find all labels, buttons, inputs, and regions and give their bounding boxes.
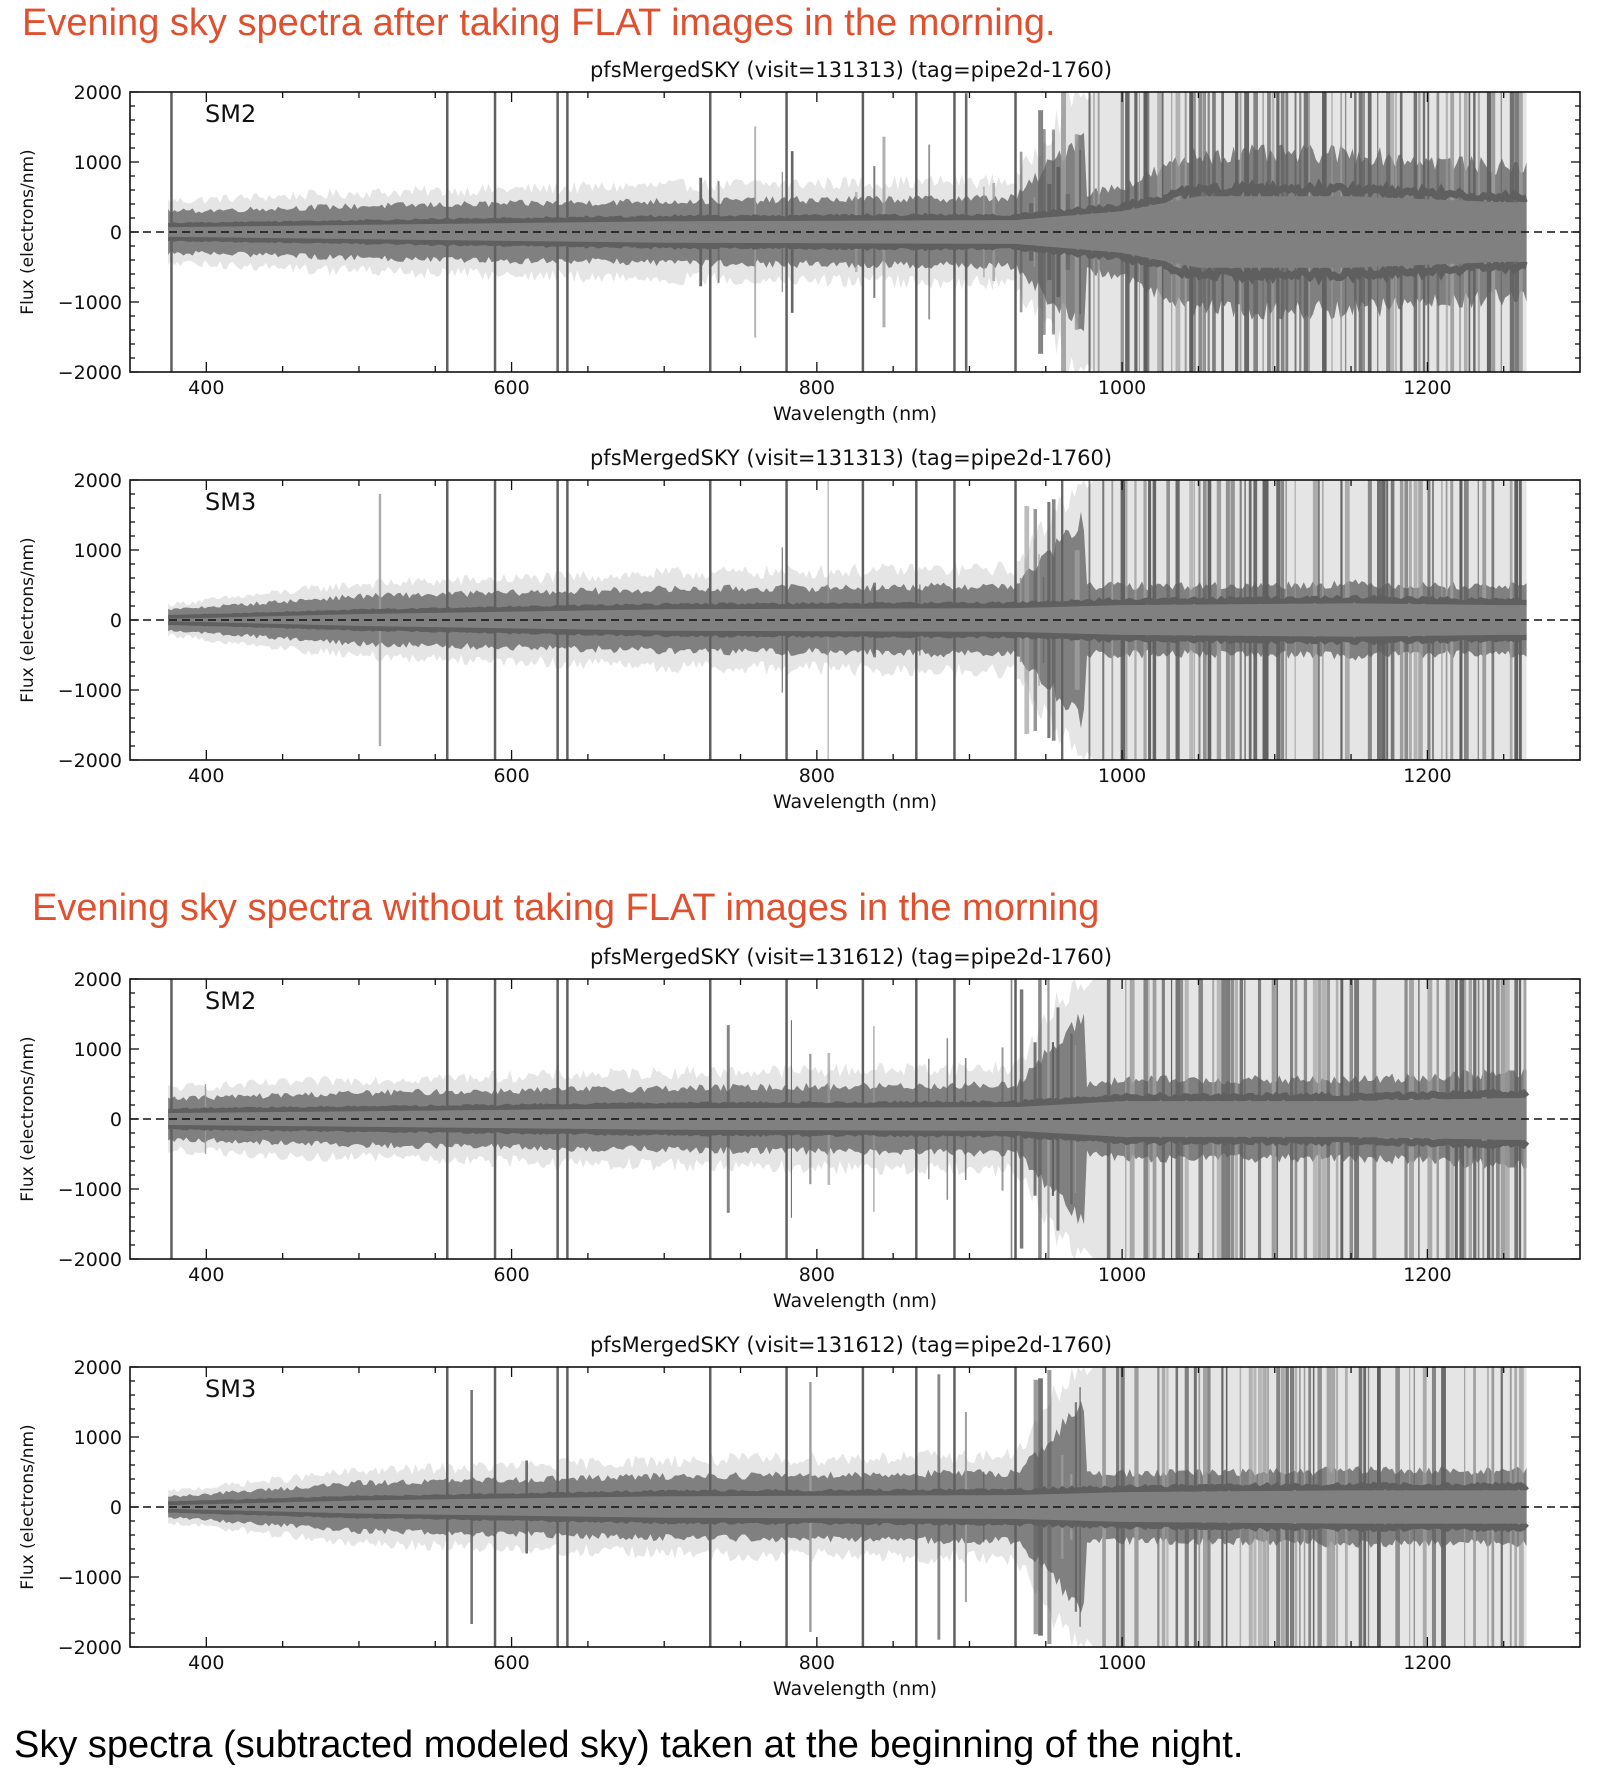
x-tick-label: 1000 xyxy=(1098,377,1146,399)
x-tick-label: 600 xyxy=(493,377,529,399)
spectrum-plot: −2000 −1000 0 1000 2000 400 600 800 1000 1200 Wave… xyxy=(18,82,1581,425)
y-tick-label: −1000 xyxy=(58,1567,122,1589)
y-tick-label: −2000 xyxy=(58,362,122,384)
y-tick-label: −2000 xyxy=(58,1637,122,1659)
y-axis-label: Flux (electrons/nm) xyxy=(18,1424,38,1589)
x-tick-label: 800 xyxy=(799,377,835,399)
y-tick-label: −1000 xyxy=(58,680,122,702)
x-tick-label: 600 xyxy=(493,765,529,787)
y-tick-label: 0 xyxy=(110,610,122,632)
bottom-caption: Sky spectra (subtracted modeled sky) tak… xyxy=(14,1724,1244,1766)
y-axis-label: Flux (electrons/nm) xyxy=(18,1036,38,1201)
heading-after-flat: Evening sky spectra after taking FLAT im… xyxy=(22,2,1056,44)
x-tick-label: 1200 xyxy=(1403,765,1451,787)
y-tick-label: 0 xyxy=(110,1497,122,1519)
x-tick-label: 800 xyxy=(799,765,835,787)
chart-panel-2: pfsMergedSKY (visit=131313) (tag=pipe2d-… xyxy=(0,446,1602,813)
spectrograph-label: SM2 xyxy=(205,987,256,1015)
chart-panel-3: pfsMergedSKY (visit=131612) (tag=pipe2d-… xyxy=(0,945,1602,1312)
spectrograph-label: SM3 xyxy=(205,1375,256,1403)
y-axis-label: Flux (electrons/nm) xyxy=(18,149,38,314)
y-tick-label: −2000 xyxy=(58,1249,122,1271)
x-tick-label: 600 xyxy=(493,1652,529,1674)
y-tick-label: 0 xyxy=(110,222,122,244)
y-tick-label: 1000 xyxy=(74,1039,122,1061)
x-tick-label: 1000 xyxy=(1098,1264,1146,1286)
chart-title: pfsMergedSKY (visit=131612) (tag=pipe2d-… xyxy=(589,1333,1113,1357)
spectrograph-label: SM3 xyxy=(205,488,256,516)
chart-title: pfsMergedSKY (visit=131313) (tag=pipe2d-… xyxy=(589,58,1113,82)
y-axis-label: Flux (electrons/nm) xyxy=(18,537,38,702)
y-tick-label: −1000 xyxy=(58,1179,122,1201)
x-tick-label: 400 xyxy=(188,765,224,787)
chart-panel-1: pfsMergedSKY (visit=131313) (tag=pipe2d-… xyxy=(0,58,1602,425)
y-tick-label: 1000 xyxy=(74,540,122,562)
chart-title: pfsMergedSKY (visit=131313) (tag=pipe2d-… xyxy=(589,446,1113,470)
spectrum-plot: −2000 −1000 0 1000 2000 400 600 800 1000 1200 Wave… xyxy=(18,470,1581,813)
x-tick-label: 1200 xyxy=(1403,1264,1451,1286)
y-tick-label: 1000 xyxy=(74,152,122,174)
spectrum-plot: −2000 −1000 0 1000 2000 400 600 800 1000 1200 Wave… xyxy=(18,1357,1581,1700)
x-axis-label: Wavelength (nm) xyxy=(773,1678,937,1700)
x-tick-label: 800 xyxy=(799,1652,835,1674)
x-axis-label: Wavelength (nm) xyxy=(773,1290,937,1312)
y-tick-label: 2000 xyxy=(74,82,122,104)
y-tick-label: 2000 xyxy=(74,1357,122,1379)
x-tick-label: 400 xyxy=(188,1264,224,1286)
spectrum-plot: −2000 −1000 0 1000 2000 400 600 800 1000 1200 Wave… xyxy=(18,969,1581,1312)
x-tick-label: 1200 xyxy=(1403,377,1451,399)
y-tick-label: −2000 xyxy=(58,750,122,772)
y-tick-label: 2000 xyxy=(74,969,122,991)
x-axis-label: Wavelength (nm) xyxy=(773,403,937,425)
x-tick-label: 800 xyxy=(799,1264,835,1286)
x-tick-label: 400 xyxy=(188,377,224,399)
x-tick-label: 600 xyxy=(493,1264,529,1286)
x-tick-label: 1000 xyxy=(1098,1652,1146,1674)
x-tick-label: 1000 xyxy=(1098,765,1146,787)
heading-without-flat: Evening sky spectra without taking FLAT … xyxy=(32,887,1100,929)
x-tick-label: 1200 xyxy=(1403,1652,1451,1674)
y-tick-label: −1000 xyxy=(58,292,122,314)
chart-title: pfsMergedSKY (visit=131612) (tag=pipe2d-… xyxy=(589,945,1113,969)
y-tick-label: 0 xyxy=(110,1109,122,1131)
x-tick-label: 400 xyxy=(188,1652,224,1674)
spectrograph-label: SM2 xyxy=(205,100,256,128)
y-tick-label: 1000 xyxy=(74,1427,122,1449)
x-axis-label: Wavelength (nm) xyxy=(773,791,937,813)
chart-panel-4: pfsMergedSKY (visit=131612) (tag=pipe2d-… xyxy=(0,1333,1602,1700)
y-tick-label: 2000 xyxy=(74,470,122,492)
